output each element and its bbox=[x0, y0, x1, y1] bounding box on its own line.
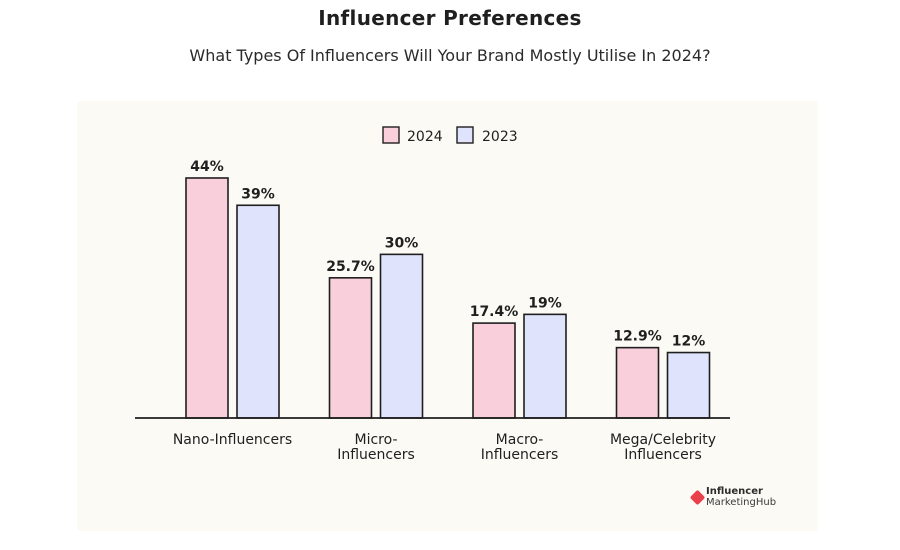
category-label-3-1: Influencers bbox=[624, 447, 702, 463]
data-label-2024-2: 17.4% bbox=[470, 304, 519, 320]
data-label-2023-3: 12% bbox=[672, 334, 706, 350]
category-label-2-1: Influencers bbox=[481, 447, 559, 463]
data-label-2024-0: 44% bbox=[190, 159, 224, 175]
bar-2023-1 bbox=[379, 253, 424, 419]
legend-label-2023: 2023 bbox=[482, 129, 518, 145]
brand-name-line1: Influencer bbox=[706, 486, 763, 497]
category-label-1-0: Micro- bbox=[355, 432, 398, 448]
data-label-2024-3: 12.9% bbox=[613, 329, 662, 345]
bar-2024-1 bbox=[328, 277, 373, 419]
brand-logo: Influencer MarketingHub bbox=[689, 486, 822, 516]
data-label-2023-2: 19% bbox=[528, 295, 562, 311]
brand-logo-icon bbox=[689, 489, 706, 506]
bar-2024-0 bbox=[185, 177, 229, 419]
category-label-1-1: Influencers bbox=[337, 447, 415, 463]
data-label-2024-1: 25.7% bbox=[326, 259, 375, 275]
bar-2023-0 bbox=[236, 204, 280, 419]
legend-swatch-2023 bbox=[456, 126, 474, 144]
bar-2024-3 bbox=[615, 346, 660, 419]
bar-2023-3 bbox=[666, 351, 711, 419]
chart-subtitle: What Types Of Influencers Will Your Bran… bbox=[189, 46, 711, 65]
category-label-0-0: Nano-Influencers bbox=[173, 432, 292, 448]
chart-title: Influencer Preferences bbox=[318, 6, 582, 30]
bar-2024-2 bbox=[472, 322, 516, 419]
category-label-3-0: Mega/Celebrity bbox=[610, 432, 716, 448]
bar-2023-2 bbox=[523, 313, 567, 419]
category-label-2-0: Macro- bbox=[496, 432, 544, 448]
legend-label-2024: 2024 bbox=[407, 129, 443, 145]
brand-name-line2: MarketingHub bbox=[706, 497, 777, 508]
data-label-2023-0: 39% bbox=[241, 186, 275, 202]
legend-swatch-2024 bbox=[382, 126, 400, 144]
data-label-2023-1: 30% bbox=[385, 235, 419, 251]
